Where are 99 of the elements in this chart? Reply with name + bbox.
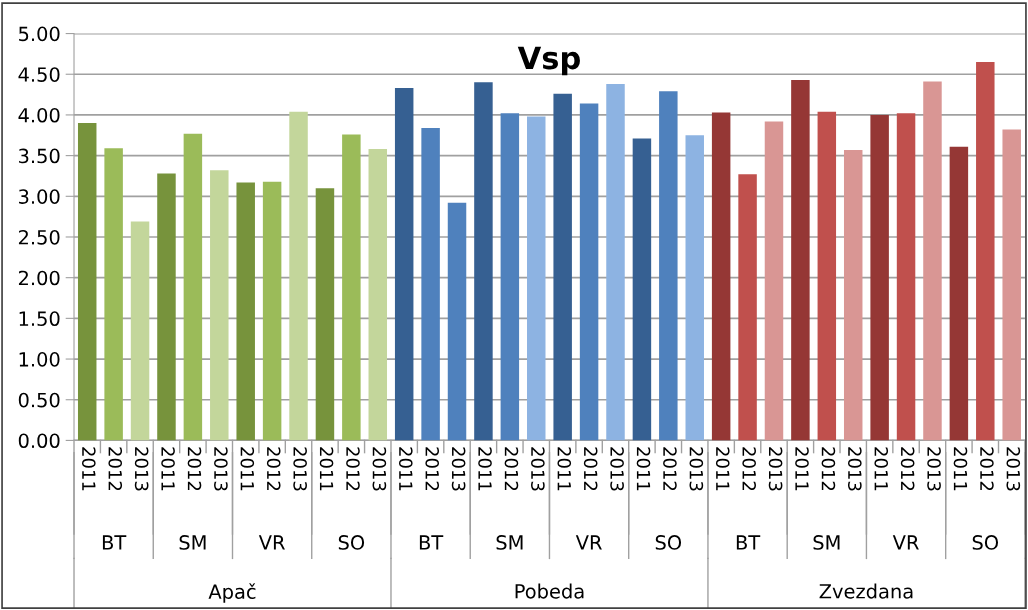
x-tick-label: 2012 — [425, 447, 440, 491]
text: Pobeda — [515, 583, 584, 599]
bar — [870, 114, 889, 441]
bar — [606, 84, 625, 441]
y-tick-label: 4.00 — [18, 107, 60, 123]
text: Zvezdana — [819, 583, 913, 599]
x-tick-label: 2013 — [689, 447, 704, 491]
bar — [791, 79, 810, 441]
y-tick-label: 2.50 — [18, 229, 60, 245]
bar — [553, 93, 572, 441]
bar — [579, 103, 599, 441]
x-tick-label: 2012 — [187, 447, 202, 491]
x-tick-label: 2013 — [768, 447, 783, 491]
text: VR — [575, 535, 602, 550]
bar — [157, 173, 176, 441]
x-tick-label: 2012 — [900, 447, 915, 491]
bar — [632, 138, 652, 441]
bar — [183, 133, 203, 441]
x-tick-label: 2011 — [953, 447, 968, 491]
y-tick-label: 1.50 — [19, 311, 60, 327]
y-tick-label: 3.00 — [19, 189, 60, 204]
x-tick-label: 2011 — [319, 447, 334, 491]
bar — [500, 113, 520, 441]
bar — [685, 135, 704, 441]
x-tick-label: 2011 — [240, 447, 255, 491]
y-tick-label: 1.00 — [19, 352, 60, 367]
x-tick-label: 2012 — [504, 447, 519, 491]
bar — [315, 188, 335, 441]
x-tick-label: 2011 — [478, 447, 492, 491]
x-tick-label: 2013 — [293, 447, 307, 491]
bar — [130, 221, 150, 441]
bar — [77, 123, 97, 441]
bar — [896, 113, 916, 441]
x-tick-label: 2011 — [557, 447, 572, 491]
bar — [527, 116, 546, 441]
y-tick-label: 0.00 — [18, 433, 60, 449]
bar — [368, 149, 388, 441]
bar — [447, 202, 467, 441]
chart-title: Vsp — [517, 46, 580, 76]
bar — [289, 111, 308, 441]
text: SM — [179, 535, 206, 550]
x-tick-label: 2012 — [108, 447, 123, 491]
x-tick-label: 2013 — [372, 447, 387, 491]
x-tick-label: 2012 — [266, 447, 281, 491]
text: BT — [419, 535, 444, 550]
text: SM — [496, 535, 523, 550]
x-tick-label: 2012 — [742, 447, 756, 491]
bar — [976, 62, 995, 441]
bar — [923, 81, 942, 441]
x-tick-label: 2011 — [636, 447, 651, 491]
text: SM — [813, 535, 840, 550]
bar — [262, 181, 282, 441]
bar — [421, 127, 440, 441]
bar — [104, 148, 123, 441]
x-tick-label: 2012 — [663, 447, 677, 491]
bar — [764, 121, 784, 441]
text: BT — [102, 535, 127, 550]
x-tick-label: 2011 — [795, 447, 809, 491]
text: BT — [736, 535, 761, 550]
x-tick-label: 2013 — [1006, 447, 1021, 491]
x-tick-label: 2011 — [161, 447, 175, 491]
text: Apač — [208, 583, 256, 603]
bar — [659, 91, 678, 441]
text: VR — [892, 535, 919, 550]
text: VR — [258, 535, 285, 550]
bar — [843, 149, 863, 441]
x-tick-label: 2013 — [134, 447, 149, 491]
x-tick-label: 2013 — [214, 447, 228, 491]
x-tick-label: 2013 — [927, 447, 941, 491]
bar — [474, 82, 493, 441]
text: SO — [338, 535, 365, 550]
x-tick-label: 2011 — [81, 447, 96, 491]
x-tick-label: 2011 — [874, 447, 889, 491]
x-tick-label: 2013 — [610, 447, 624, 491]
y-tick-label: 3.50 — [19, 148, 60, 164]
y-tick-label: 0.50 — [18, 392, 60, 408]
bar — [394, 88, 414, 441]
y-tick-label: 2.00 — [18, 270, 60, 286]
x-tick-label: 2011 — [715, 447, 730, 491]
y-tick-label: 4.50 — [18, 67, 60, 82]
text: SO — [655, 535, 682, 550]
x-tick-label: 2013 — [451, 447, 466, 491]
x-tick-label: 2011 — [398, 447, 413, 491]
x-tick-label: 2012 — [583, 447, 598, 491]
x-tick-label: 2012 — [980, 447, 994, 491]
bar — [342, 134, 361, 441]
x-tick-label: 2013 — [847, 447, 862, 491]
bar — [817, 111, 837, 441]
bar — [236, 182, 255, 441]
bar — [949, 146, 969, 441]
bar — [210, 170, 229, 441]
x-tick-label: 2012 — [821, 447, 836, 491]
bar — [738, 174, 757, 441]
text: SO — [972, 535, 999, 550]
bar — [711, 112, 731, 441]
x-tick-label: 2012 — [346, 447, 360, 491]
bar — [1002, 129, 1021, 441]
y-tick-label: 5.00 — [19, 26, 60, 42]
x-tick-label: 2013 — [531, 447, 545, 491]
